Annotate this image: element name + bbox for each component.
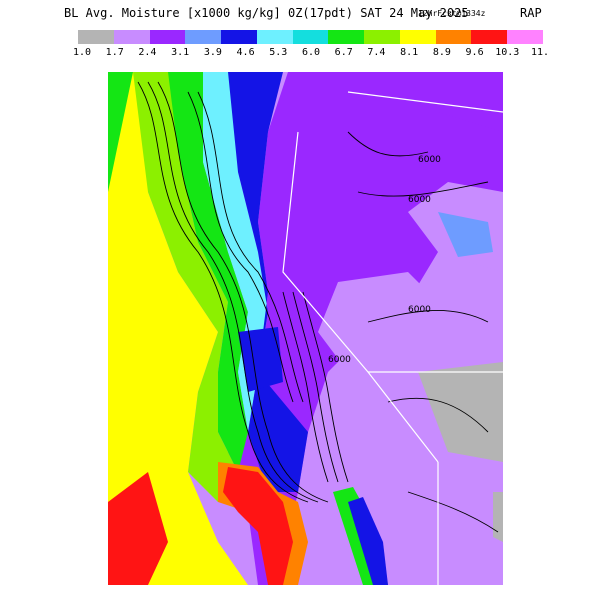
title-forecast-time: 12hrFcst@1334z: [418, 9, 486, 18]
legend-swatch: [328, 30, 365, 44]
map-region-lime: [133, 72, 238, 502]
legend-tick-label: 3.1: [171, 47, 190, 58]
height-contours: [137, 81, 499, 533]
legend-tick-label: 1.7: [105, 47, 124, 58]
legend-tick-label: 9.6: [465, 47, 484, 58]
contour-label: 6000: [408, 195, 431, 205]
legend-swatch: [292, 30, 329, 44]
legend-swatch: [149, 30, 186, 44]
legend-swatch: [185, 30, 222, 44]
map-region-yellow: [108, 72, 248, 585]
color-legend-bar: [78, 30, 544, 44]
legend-tick-label: 8.1: [400, 47, 419, 58]
legend-swatch: [507, 30, 544, 44]
title-model: RAP: [520, 6, 542, 20]
contour-label: 6000: [418, 155, 441, 165]
map-region-red-sw: [108, 472, 168, 585]
legend-swatch: [113, 30, 150, 44]
map-region-green-nw: [108, 72, 133, 192]
map-canvas: 6000 6000 6000 6000: [108, 72, 503, 585]
legend-swatch: [256, 30, 293, 44]
map-region-light-purple: [318, 272, 448, 372]
legend-tick-label: 11.: [530, 47, 550, 58]
map-region-blue-south: [348, 497, 388, 585]
contour-label: 6000: [328, 355, 351, 365]
legend-tick-label: 10.3: [495, 47, 520, 58]
map-region-gray: [418, 362, 503, 462]
legend-swatch: [471, 30, 508, 44]
legend-tick-label: 3.9: [203, 47, 222, 58]
map-region-gray-south: [493, 492, 503, 542]
legend-tick-label: 1.0: [72, 47, 92, 58]
legend-tick-label: 2.4: [138, 47, 157, 58]
legend-tick-label: 6.0: [301, 47, 321, 58]
legend-swatch: [435, 30, 472, 44]
legend-swatch: [221, 30, 258, 44]
legend-tick-label: 6.7: [334, 47, 353, 58]
legend-tick-label: 7.4: [367, 47, 386, 58]
legend-tick-label: 4.6: [236, 47, 255, 58]
map-region-red: [223, 467, 293, 585]
map-region-green: [168, 72, 248, 472]
legend-swatch: [364, 30, 401, 44]
map-region-blue: [228, 72, 308, 492]
map-region-blue-core: [238, 327, 283, 392]
map-region-blue-east: [438, 212, 493, 257]
moisture-map: 6000 6000 6000 6000: [108, 72, 503, 585]
chart-title: BL Avg. Moisture [x1000 kg/kg] 0Z(17pdt)…: [0, 6, 611, 24]
legend-swatch: [399, 30, 436, 44]
legend-tick-label: 5.3: [269, 47, 288, 58]
legend-swatch: [78, 30, 114, 44]
state-boundaries: [282, 91, 503, 585]
contour-label: 6000: [408, 305, 431, 315]
map-region-mid-purple-north: [338, 72, 503, 142]
legend-tick-labels: 1.0 1.7 2.4 3.1 3.9 4.6 5.3 6.0 6.7 7.4 8.1 8.9 9.6 1…: [0, 47, 611, 61]
legend-tick-label: 8.9: [432, 47, 451, 58]
title-main: BL Avg. Moisture [x1000 kg/kg] 0Z(17pdt)…: [64, 6, 469, 20]
